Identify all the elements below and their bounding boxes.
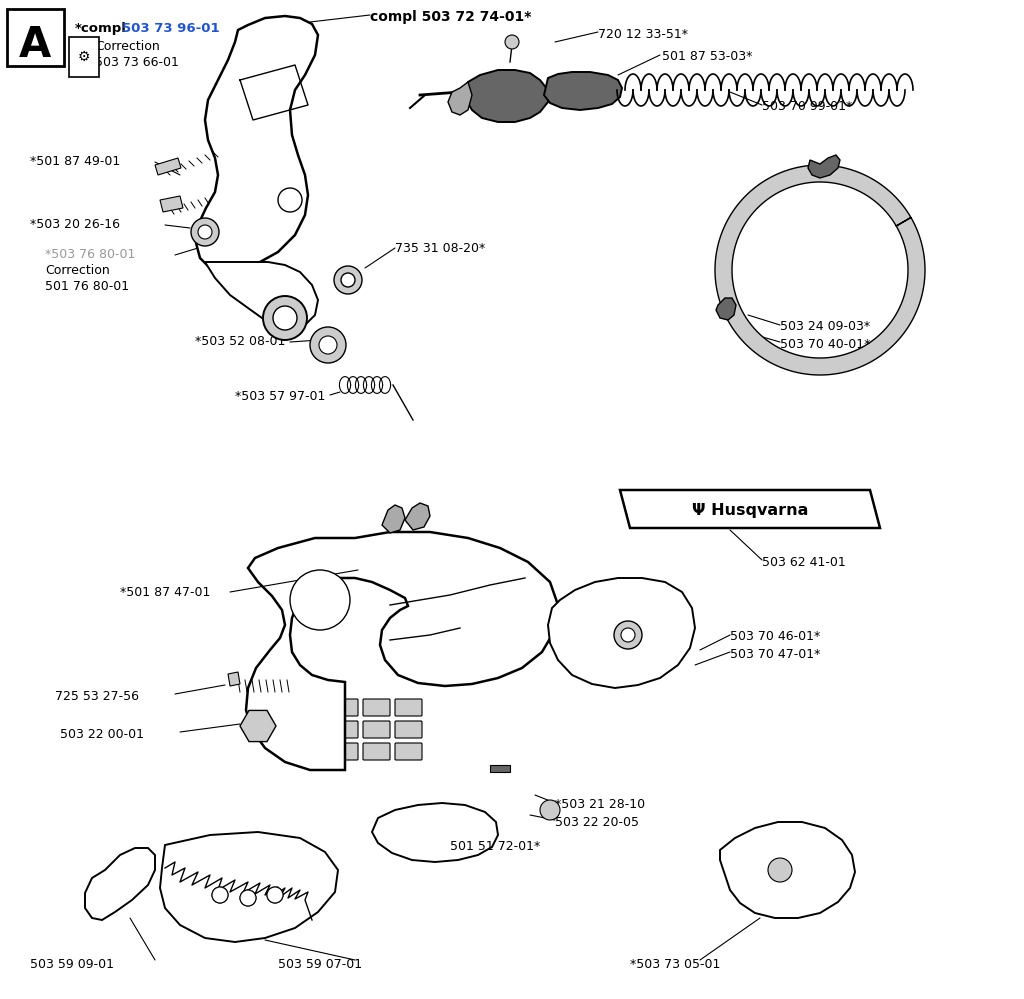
Text: 503 59 09-01: 503 59 09-01 (30, 958, 114, 971)
Text: *501 87 47-01: *501 87 47-01 (120, 586, 210, 599)
Circle shape (240, 890, 256, 906)
Polygon shape (548, 578, 695, 688)
Text: 503 62 41-01: 503 62 41-01 (762, 556, 846, 569)
Circle shape (273, 306, 297, 330)
Circle shape (198, 225, 212, 239)
Polygon shape (466, 70, 548, 122)
Text: 503 73 96-01: 503 73 96-01 (122, 22, 219, 35)
Circle shape (267, 887, 283, 903)
FancyBboxPatch shape (362, 699, 390, 716)
Text: *503 20 26-16: *503 20 26-16 (30, 218, 120, 231)
Text: *503 73 05-01: *503 73 05-01 (630, 958, 720, 971)
Text: 503 70 47-01*: 503 70 47-01* (730, 648, 820, 661)
Text: compl 503 72 74-01*: compl 503 72 74-01* (370, 10, 531, 24)
Circle shape (191, 218, 219, 246)
Polygon shape (160, 832, 338, 942)
Text: 501 87 53-03*: 501 87 53-03* (662, 50, 753, 63)
Polygon shape (160, 196, 183, 212)
FancyBboxPatch shape (331, 699, 358, 716)
Circle shape (212, 887, 228, 903)
FancyBboxPatch shape (395, 699, 422, 716)
Circle shape (505, 35, 519, 49)
Circle shape (240, 890, 256, 906)
Text: Ψ Husqvarna: Ψ Husqvarna (692, 503, 808, 518)
Circle shape (319, 336, 337, 354)
Polygon shape (449, 82, 472, 115)
Polygon shape (490, 765, 510, 772)
FancyBboxPatch shape (331, 743, 358, 760)
Polygon shape (715, 165, 925, 375)
Text: *503 57 97-01: *503 57 97-01 (234, 390, 326, 403)
Polygon shape (228, 672, 240, 686)
Circle shape (768, 858, 792, 882)
Text: 501 76 80-01: 501 76 80-01 (45, 280, 129, 293)
Text: 503 22 00-01: 503 22 00-01 (60, 728, 144, 741)
Text: A: A (18, 24, 51, 66)
Polygon shape (372, 803, 498, 862)
FancyBboxPatch shape (362, 743, 390, 760)
Circle shape (278, 188, 302, 212)
Circle shape (334, 266, 362, 294)
Circle shape (614, 621, 642, 649)
Text: 725 53 27-56: 725 53 27-56 (55, 690, 139, 703)
Text: *501 87 49-01: *501 87 49-01 (30, 155, 120, 168)
Text: 720 12 33-51*: 720 12 33-51* (598, 28, 688, 41)
Polygon shape (620, 490, 880, 528)
Text: 503 59 07-01: 503 59 07-01 (278, 958, 362, 971)
Circle shape (310, 327, 346, 363)
Polygon shape (382, 505, 406, 533)
Text: *503 21 28-10: *503 21 28-10 (555, 798, 645, 811)
FancyBboxPatch shape (395, 743, 422, 760)
FancyBboxPatch shape (395, 721, 422, 738)
Text: *compl: *compl (75, 22, 127, 35)
Text: 503 22 20-05: 503 22 20-05 (555, 816, 639, 829)
Circle shape (267, 887, 283, 903)
Polygon shape (544, 72, 622, 110)
Polygon shape (720, 822, 855, 918)
Text: *503 76 80-01: *503 76 80-01 (45, 248, 135, 261)
Polygon shape (406, 503, 430, 530)
Text: 501 51 72-01*: 501 51 72-01* (450, 840, 541, 853)
FancyBboxPatch shape (299, 721, 326, 738)
FancyBboxPatch shape (299, 699, 326, 716)
Text: 503 70 99-01*: 503 70 99-01* (762, 100, 852, 113)
FancyBboxPatch shape (331, 721, 358, 738)
Polygon shape (85, 848, 155, 920)
Text: Correction: Correction (45, 264, 110, 277)
FancyBboxPatch shape (299, 743, 326, 760)
Polygon shape (716, 298, 736, 320)
Polygon shape (808, 155, 840, 178)
Polygon shape (205, 262, 318, 328)
Text: 503 24 09-03*: 503 24 09-03* (780, 320, 870, 333)
Text: 503 70 40-01*: 503 70 40-01* (780, 338, 870, 351)
Circle shape (621, 628, 635, 642)
Text: 735 31 08-20*: 735 31 08-20* (395, 242, 485, 255)
FancyBboxPatch shape (69, 37, 99, 77)
Text: Correction: Correction (95, 40, 160, 53)
Circle shape (341, 273, 355, 287)
Polygon shape (196, 16, 318, 270)
Circle shape (290, 570, 350, 630)
FancyBboxPatch shape (7, 9, 63, 66)
Polygon shape (246, 532, 558, 770)
Circle shape (540, 800, 560, 820)
FancyBboxPatch shape (362, 721, 390, 738)
Circle shape (212, 887, 228, 903)
Text: 503 73 66-01: 503 73 66-01 (95, 56, 179, 69)
Text: *503 52 08-01: *503 52 08-01 (195, 335, 286, 348)
Text: ⚙: ⚙ (78, 50, 90, 64)
Text: 503 70 46-01*: 503 70 46-01* (730, 630, 820, 643)
Circle shape (263, 296, 307, 340)
Polygon shape (155, 158, 181, 175)
